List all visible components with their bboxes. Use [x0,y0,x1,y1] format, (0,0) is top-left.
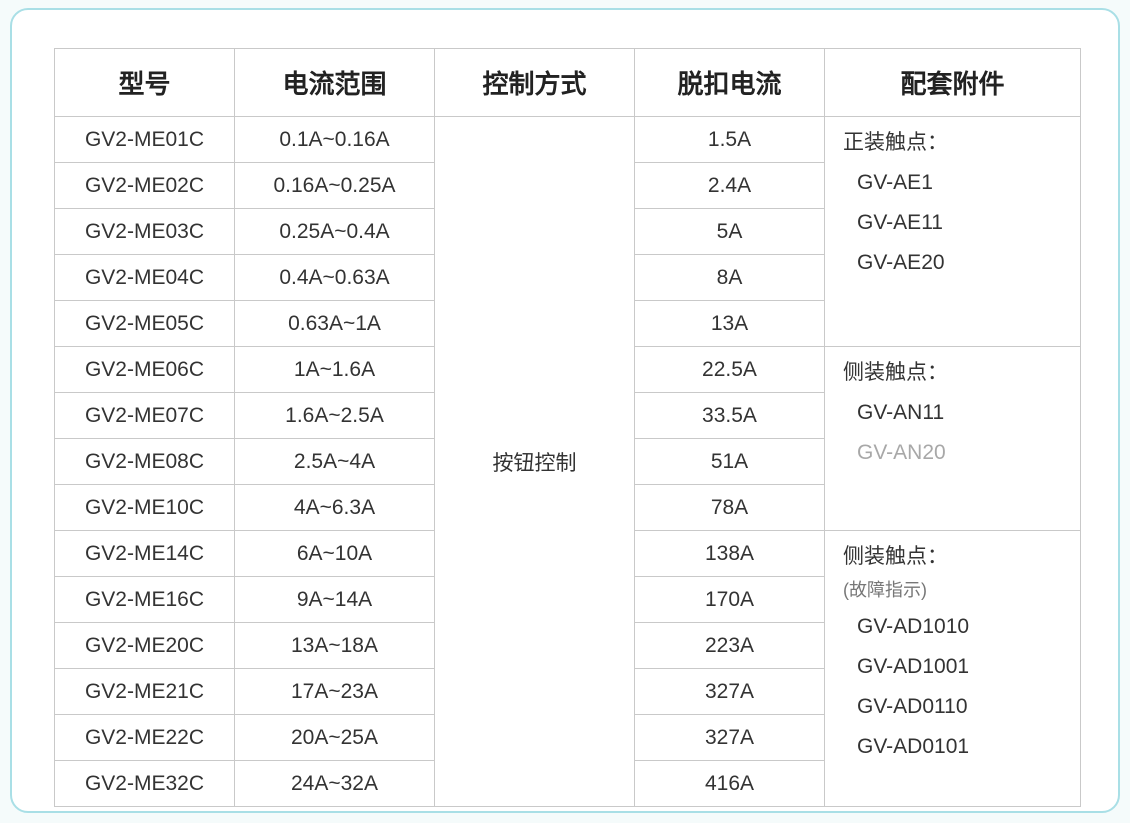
cell-range: 1.6A~2.5A [235,393,435,439]
cell-range: 13A~18A [235,623,435,669]
cell-model: GV2-ME16C [55,577,235,623]
cell-range: 6A~10A [235,531,435,577]
cell-control: 按钮控制 [435,117,635,807]
cell-model: GV2-ME32C [55,761,235,807]
cell-model: GV2-ME21C [55,669,235,715]
cell-model: GV2-ME14C [55,531,235,577]
col-header-control: 控制方式 [435,49,635,117]
accessory-item: GV-AE20 [857,243,1066,283]
cell-model: GV2-ME03C [55,209,235,255]
cell-trip: 33.5A [635,393,825,439]
cell-trip: 8A [635,255,825,301]
cell-accessory-group-2: 侧装触点： GV-AN11 GV-AN20 [825,347,1081,531]
accessory-group-subtitle: (故障指示) [843,573,1066,607]
accessory-item: GV-AE11 [857,203,1066,243]
cell-model: GV2-ME01C [55,117,235,163]
cell-range: 2.5A~4A [235,439,435,485]
header-row: 型号 电流范围 控制方式 脱扣电流 配套附件 [55,49,1081,117]
spec-panel: 型号 电流范围 控制方式 脱扣电流 配套附件 GV2-ME01C 0.1A~0.… [10,8,1120,813]
col-header-model: 型号 [55,49,235,117]
accessory-item: GV-AD1010 [857,607,1066,647]
accessory-group-title: 侧装触点： [843,537,1066,577]
cell-range: 4A~6.3A [235,485,435,531]
col-header-accessory: 配套附件 [825,49,1081,117]
cell-model: GV2-ME10C [55,485,235,531]
cell-model: GV2-ME20C [55,623,235,669]
spec-table-body: GV2-ME01C 0.1A~0.16A 按钮控制 1.5A 正装触点： GV-… [55,117,1081,807]
cell-accessory-group-3: 侧装触点： (故障指示) GV-AD1010 GV-AD1001 GV-AD01… [825,531,1081,807]
accessory-group-title: 正装触点： [843,123,1066,163]
cell-range: 1A~1.6A [235,347,435,393]
cell-trip: 170A [635,577,825,623]
cell-trip: 78A [635,485,825,531]
cell-model: GV2-ME04C [55,255,235,301]
cell-trip: 138A [635,531,825,577]
cell-trip: 2.4A [635,163,825,209]
cell-range: 0.4A~0.63A [235,255,435,301]
cell-trip: 5A [635,209,825,255]
cell-range: 0.1A~0.16A [235,117,435,163]
cell-trip: 1.5A [635,117,825,163]
cell-range: 0.63A~1A [235,301,435,347]
col-header-trip: 脱扣电流 [635,49,825,117]
cell-trip: 22.5A [635,347,825,393]
accessory-item: GV-AN11 [857,393,1066,433]
cell-model: GV2-ME02C [55,163,235,209]
accessory-item: GV-AN20 [857,433,1066,473]
cell-model: GV2-ME07C [55,393,235,439]
table-row: GV2-ME01C 0.1A~0.16A 按钮控制 1.5A 正装触点： GV-… [55,117,1081,163]
accessory-item: GV-AD1001 [857,647,1066,687]
cell-trip: 327A [635,715,825,761]
cell-range: 17A~23A [235,669,435,715]
cell-trip: 416A [635,761,825,807]
cell-model: GV2-ME06C [55,347,235,393]
cell-trip: 13A [635,301,825,347]
cell-range: 0.25A~0.4A [235,209,435,255]
cell-model: GV2-ME22C [55,715,235,761]
accessory-item: GV-AD0101 [857,727,1066,767]
cell-trip: 327A [635,669,825,715]
cell-range: 24A~32A [235,761,435,807]
cell-model: GV2-ME08C [55,439,235,485]
spec-table: 型号 电流范围 控制方式 脱扣电流 配套附件 GV2-ME01C 0.1A~0.… [54,48,1081,807]
cell-trip: 223A [635,623,825,669]
cell-range: 20A~25A [235,715,435,761]
accessory-item: GV-AE1 [857,163,1066,203]
accessory-group-title: 侧装触点： [843,353,1066,393]
cell-model: GV2-ME05C [55,301,235,347]
cell-trip: 51A [635,439,825,485]
cell-range: 9A~14A [235,577,435,623]
accessory-item: GV-AD0110 [857,687,1066,727]
cell-range: 0.16A~0.25A [235,163,435,209]
col-header-range: 电流范围 [235,49,435,117]
cell-accessory-group-1: 正装触点： GV-AE1 GV-AE11 GV-AE20 [825,117,1081,347]
